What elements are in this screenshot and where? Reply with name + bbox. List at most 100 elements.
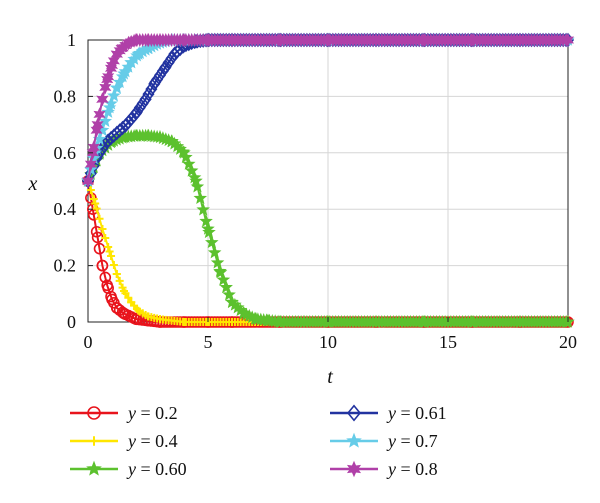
series-y-0.8: [81, 33, 575, 188]
legend-item: y = 0.7: [330, 431, 438, 451]
legend-item: y = 0.60: [70, 459, 187, 479]
series-marker: [107, 252, 116, 261]
series-marker: [136, 96, 149, 111]
legend-label: y = 0.4: [126, 431, 178, 451]
y-tick-label: 0: [67, 312, 76, 332]
series-marker: [165, 51, 178, 66]
series-marker: [142, 86, 155, 102]
legend-label: y = 0.60: [126, 459, 187, 479]
legend-item: y = 0.2: [70, 403, 178, 423]
data-point: [149, 75, 162, 90]
data-point: [110, 125, 123, 141]
data-point: [91, 199, 100, 208]
legend-item: y = 0.4: [70, 431, 178, 451]
data-point: [561, 33, 575, 47]
data-point: [120, 286, 128, 295]
y-tick-label: 0.8: [54, 86, 77, 106]
data-point: [321, 33, 335, 47]
data-point: [105, 58, 119, 73]
series-marker: [107, 88, 121, 102]
legend: y = 0.2 y = 0.4 y = 0.60 y = 0.61 y = 0.7 y =…: [70, 403, 447, 479]
data-point: [141, 128, 155, 142]
y-tick-label: 1: [67, 30, 76, 50]
y-tick-label: 0.2: [54, 256, 77, 276]
data-point: [81, 174, 95, 188]
legend-label: y = 0.2: [126, 403, 178, 423]
series-marker: [92, 204, 101, 213]
series-marker: [89, 195, 98, 204]
series-marker: [104, 242, 113, 251]
series-marker: [184, 163, 199, 177]
series-marker: [99, 80, 112, 95]
data-point: [91, 117, 104, 132]
data-point: [139, 91, 152, 107]
legend-marker: [346, 404, 362, 422]
series-marker: [207, 245, 222, 259]
data-point: [225, 295, 239, 308]
series-marker: [193, 191, 208, 204]
legend-label: y = 0.7: [386, 431, 438, 451]
data-point: [225, 33, 239, 47]
data-point: [101, 279, 113, 292]
data-point: [417, 314, 431, 328]
data-point: [249, 312, 263, 325]
data-point: [129, 106, 143, 121]
data-point: [120, 117, 133, 132]
legend-marker: [89, 436, 99, 446]
y-axis-title: x: [28, 173, 38, 195]
data-point: [213, 264, 227, 277]
data-point: [153, 130, 167, 143]
data-point: [237, 306, 251, 320]
data-point: [96, 92, 109, 107]
series-marker: [216, 272, 231, 286]
data-point: [153, 33, 167, 47]
data-point: [101, 134, 114, 149]
x-tick-label: 10: [319, 332, 337, 352]
series-marker: [109, 261, 118, 270]
series-marker: [222, 287, 236, 301]
legend-marker: [346, 460, 362, 478]
data-point: [144, 312, 152, 321]
series-marker: [84, 157, 97, 172]
data-point: [180, 318, 188, 326]
data-point: [118, 307, 130, 320]
legend-marker: [87, 406, 101, 420]
data-point: [141, 41, 155, 55]
data-point: [96, 259, 109, 272]
series-marker: [93, 107, 106, 122]
data-point: [111, 302, 123, 314]
data-point: [129, 33, 143, 47]
data-point: [228, 318, 236, 326]
data-point: [101, 72, 114, 87]
data-point: [177, 145, 191, 159]
x-tick-label: 5: [204, 332, 213, 352]
data-point: [369, 33, 383, 47]
series-marker: [99, 271, 112, 284]
series-marker: [196, 202, 210, 216]
data-point: [189, 173, 203, 187]
legend-item: y = 0.61: [330, 403, 447, 423]
x-axis-title: t: [327, 366, 333, 388]
data-point: [417, 33, 431, 47]
data-point: [158, 60, 171, 76]
data-point: [201, 33, 215, 47]
data-point: [261, 313, 275, 327]
data-point: [369, 314, 383, 328]
data-point: [273, 33, 287, 47]
data-point: [297, 314, 311, 328]
data-point: [127, 298, 136, 307]
x-tick-label: 15: [439, 332, 457, 352]
data-point: [102, 100, 117, 114]
data-point: [130, 313, 142, 325]
data-point: [131, 46, 146, 60]
data-point: [465, 33, 479, 47]
series-marker: [93, 242, 106, 255]
series-layer: [81, 32, 575, 328]
data-point: [273, 314, 287, 328]
series-marker: [199, 214, 213, 227]
data-point: [165, 134, 179, 148]
series-marker: [182, 156, 196, 170]
data-point: [177, 33, 191, 47]
data-point: [141, 33, 155, 47]
